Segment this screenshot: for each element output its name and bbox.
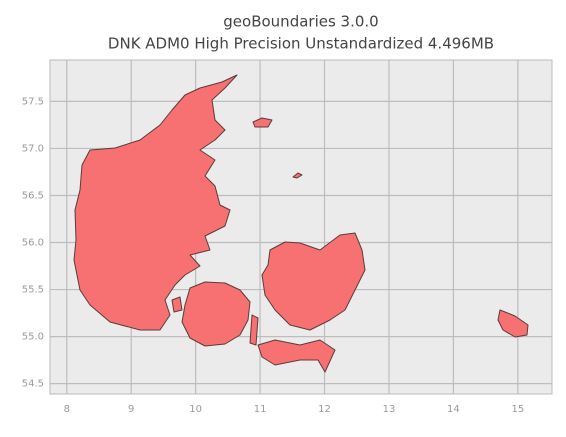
y-tick-label: 56.0 [22,238,44,249]
als [171,296,183,313]
y-tick-label: 57.0 [22,143,44,154]
y-tick-label: 56.5 [22,190,44,201]
funen [181,281,251,347]
laeso [252,117,273,128]
x-tick-label: 12 [318,404,331,415]
x-tick-label: 10 [189,404,202,415]
anholt [292,172,303,179]
x-tick-label: 11 [254,404,267,415]
land [73,74,529,373]
x-tick-label: 13 [383,404,396,415]
zealand [261,232,366,331]
chart-title: geoBoundaries 3.0.0 [223,13,378,31]
x-tick-label: 9 [128,404,134,415]
jutland [73,74,238,331]
x-tick-label: 8 [64,404,70,415]
y-tick-label: 55.5 [22,285,44,296]
y-tick-label: 57.5 [22,96,44,107]
langeland [249,314,259,346]
x-tick-label: 15 [511,404,524,415]
lolland-falster [257,339,336,373]
plot-frame [49,59,553,395]
y-tick-label: 54.5 [22,379,44,390]
bornholm [497,309,529,338]
x-tick-label: 14 [447,404,460,415]
chart-subtitle: DNK ADM0 High Precision Unstandardized 4… [108,35,494,53]
y-tick-label: 55.0 [22,332,44,343]
